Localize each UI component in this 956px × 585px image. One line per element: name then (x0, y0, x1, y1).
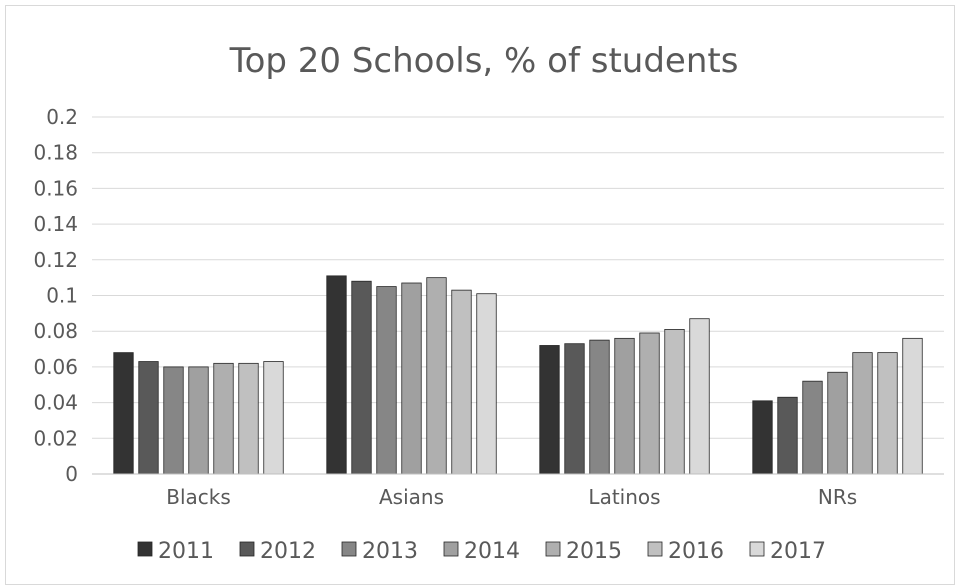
y-axis-ticks: 0 0.02 0.04 0.06 0.08 0.1 0.12 0.14 0.16 0.18 0.2 (33, 105, 78, 486)
y-tick-label: 0.04 (33, 391, 78, 415)
legend-swatch-2015 (545, 541, 561, 557)
bar-nrs-2017 (902, 337, 923, 475)
y-tick-label: 0 (65, 462, 78, 486)
bar-asians-2014 (401, 282, 422, 475)
legend-label: 2016 (668, 539, 724, 564)
legend-label: 2015 (566, 539, 622, 564)
bar-latinos-2012 (564, 343, 585, 475)
bar-nrs-2015 (852, 352, 873, 475)
bar-blacks-2017 (263, 361, 284, 475)
bar-asians-2015 (426, 277, 447, 475)
legend-label: 2013 (362, 539, 418, 564)
bar-latinos-2013 (589, 339, 610, 475)
legend-swatch-2012 (239, 541, 255, 557)
y-tick-label: 0.16 (33, 176, 78, 200)
bar-latinos-2015 (639, 332, 660, 475)
bar-asians-2013 (376, 286, 397, 475)
legend-label: 2012 (260, 539, 316, 564)
legend-swatch-2011 (137, 541, 153, 557)
y-tick-label: 0.12 (33, 248, 78, 272)
bar-latinos-2011 (539, 345, 560, 475)
category-label: NRs (818, 485, 857, 509)
y-tick-label: 0.06 (33, 355, 78, 379)
bar-nrs-2013 (802, 380, 823, 475)
category-label: Latinos (588, 485, 660, 509)
bar-asians-2016 (451, 289, 472, 475)
bar-asians-2017 (476, 293, 497, 475)
legend-label: 2017 (770, 539, 826, 564)
bar-nrs-2011 (752, 400, 773, 475)
y-tick-label: 0.08 (33, 319, 78, 343)
bar-nrs-2014 (827, 371, 848, 475)
category-label: Blacks (166, 485, 231, 509)
y-tick-label: 0.2 (46, 105, 78, 129)
bar-blacks-2012 (138, 361, 159, 475)
bar-nrs-2016 (877, 352, 898, 475)
y-tick-label: 0.02 (33, 426, 78, 450)
category-label: Asians (379, 485, 444, 509)
bars (113, 275, 923, 475)
y-tick-label: 0.18 (33, 141, 78, 165)
legend-swatch-2013 (341, 541, 357, 557)
bar-nrs-2012 (777, 396, 798, 475)
bar-blacks-2011 (113, 352, 134, 475)
category-labels: Blacks Asians Latinos NRs (166, 485, 857, 509)
legend-swatch-2016 (647, 541, 663, 557)
bar-latinos-2017 (689, 318, 710, 475)
y-tick-label: 0.1 (46, 284, 78, 308)
legend-label: 2014 (464, 539, 520, 564)
legend-swatch-2014 (443, 541, 459, 557)
legend-label: 2011 (158, 539, 214, 564)
legend: 2011 2012 2013 2014 2015 2016 2017 (137, 539, 826, 564)
bar-blacks-2015 (213, 362, 234, 475)
bar-latinos-2016 (664, 329, 685, 475)
bar-asians-2011 (326, 275, 347, 475)
chart-title: Top 20 Schools, % of students (229, 41, 739, 81)
bar-blacks-2016 (238, 362, 259, 475)
y-tick-label: 0.14 (33, 212, 78, 236)
bar-asians-2012 (351, 280, 372, 475)
bar-blacks-2013 (163, 366, 184, 475)
bar-blacks-2014 (188, 366, 209, 475)
gridlines (92, 116, 944, 439)
legend-swatch-2017 (749, 541, 765, 557)
bar-latinos-2014 (614, 337, 635, 475)
